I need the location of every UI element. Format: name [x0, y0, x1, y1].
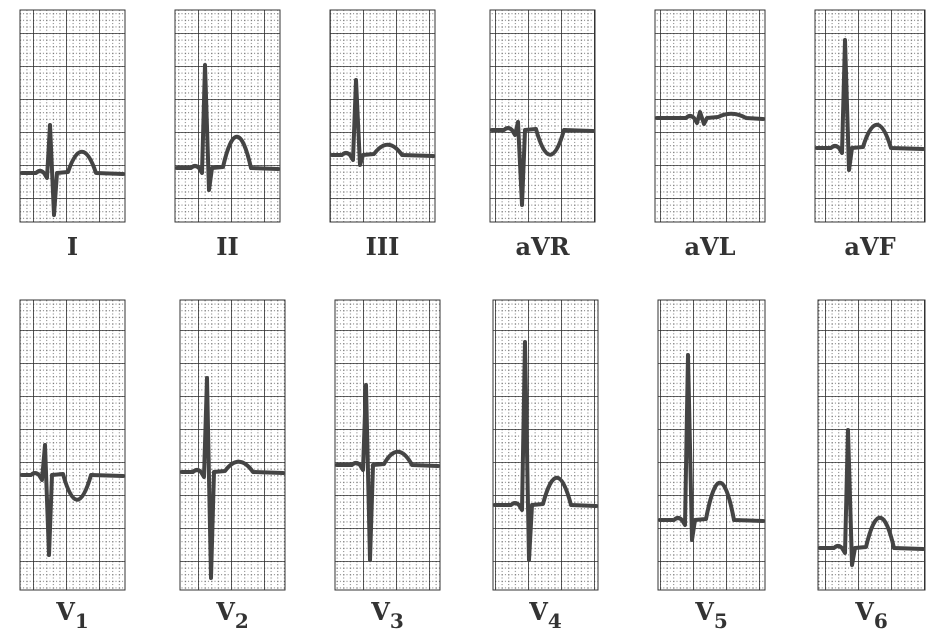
lead-panel: V3: [334, 299, 441, 633]
lead-label: I: [67, 232, 78, 261]
lead-panel: V1: [19, 299, 126, 633]
ecg-grid: [334, 299, 441, 591]
ecg-grid: [814, 9, 926, 223]
lead-label: V5: [694, 597, 728, 633]
lead-name: V: [215, 597, 235, 626]
lead-label: aVL: [684, 232, 735, 261]
lead-panel: V4: [492, 299, 599, 633]
lead-name: V: [528, 597, 548, 626]
ecg-grid: [657, 299, 766, 591]
ecg-trace: [493, 340, 598, 562]
lead-panel: I: [19, 9, 126, 261]
ecg-trace: [655, 110, 765, 126]
ecg-trace: [490, 120, 595, 207]
ecg-grid: [19, 299, 126, 591]
lead-name: I: [67, 232, 78, 261]
lead-name: V: [694, 597, 714, 626]
ecg-trace: [335, 383, 440, 562]
ecg-grid: [817, 299, 926, 591]
lead-name: III: [366, 232, 400, 261]
ecg-trace: [180, 376, 285, 580]
lead-label: V4: [528, 597, 562, 633]
lead-panel: V5: [657, 299, 766, 633]
lead-name: V: [370, 597, 390, 626]
lead-name: aVF: [844, 232, 895, 261]
lead-subscript: 3: [390, 609, 404, 633]
lead-subscript: 2: [235, 609, 249, 633]
lead-label: aVF: [844, 232, 895, 261]
lead-panel: V6: [817, 299, 926, 633]
ecg-grid: [489, 9, 596, 223]
lead-label: V6: [854, 597, 888, 633]
lead-panel: III: [329, 9, 436, 261]
lead-label: V3: [370, 597, 404, 633]
lead-name: V: [55, 597, 75, 626]
ecg-grid: [179, 299, 286, 591]
ecg-grid: [174, 9, 281, 223]
lead-label: V2: [215, 597, 249, 633]
lead-panel: II: [174, 9, 281, 261]
ecg-grid: [19, 9, 126, 223]
lead-panel: V2: [179, 299, 286, 633]
lead-name: aVL: [684, 232, 735, 261]
lead-panel: aVR: [489, 9, 596, 261]
ecg-trace: [815, 38, 925, 172]
lead-name: aVR: [515, 232, 570, 261]
lead-label: aVR: [515, 232, 570, 261]
ecg-trace: [818, 428, 925, 567]
ecg-grid: [492, 299, 599, 591]
lead-panel: aVL: [654, 9, 766, 261]
lead-name: II: [216, 232, 238, 261]
lead-label: II: [216, 232, 238, 261]
ecg-trace: [330, 78, 435, 167]
lead-subscript: 4: [548, 609, 562, 633]
ecg-trace: [175, 63, 280, 192]
ecg-trace: [20, 443, 125, 557]
ecg-trace: [658, 353, 765, 542]
lead-label: V1: [55, 597, 89, 633]
lead-subscript: 1: [75, 609, 89, 633]
lead-subscript: 6: [874, 609, 888, 633]
ecg-trace: [20, 123, 125, 217]
lead-label: III: [366, 232, 400, 261]
lead-subscript: 5: [714, 609, 728, 633]
lead-panel: aVF: [814, 9, 926, 261]
ecg-grid: [329, 9, 436, 223]
lead-name: V: [854, 597, 874, 626]
